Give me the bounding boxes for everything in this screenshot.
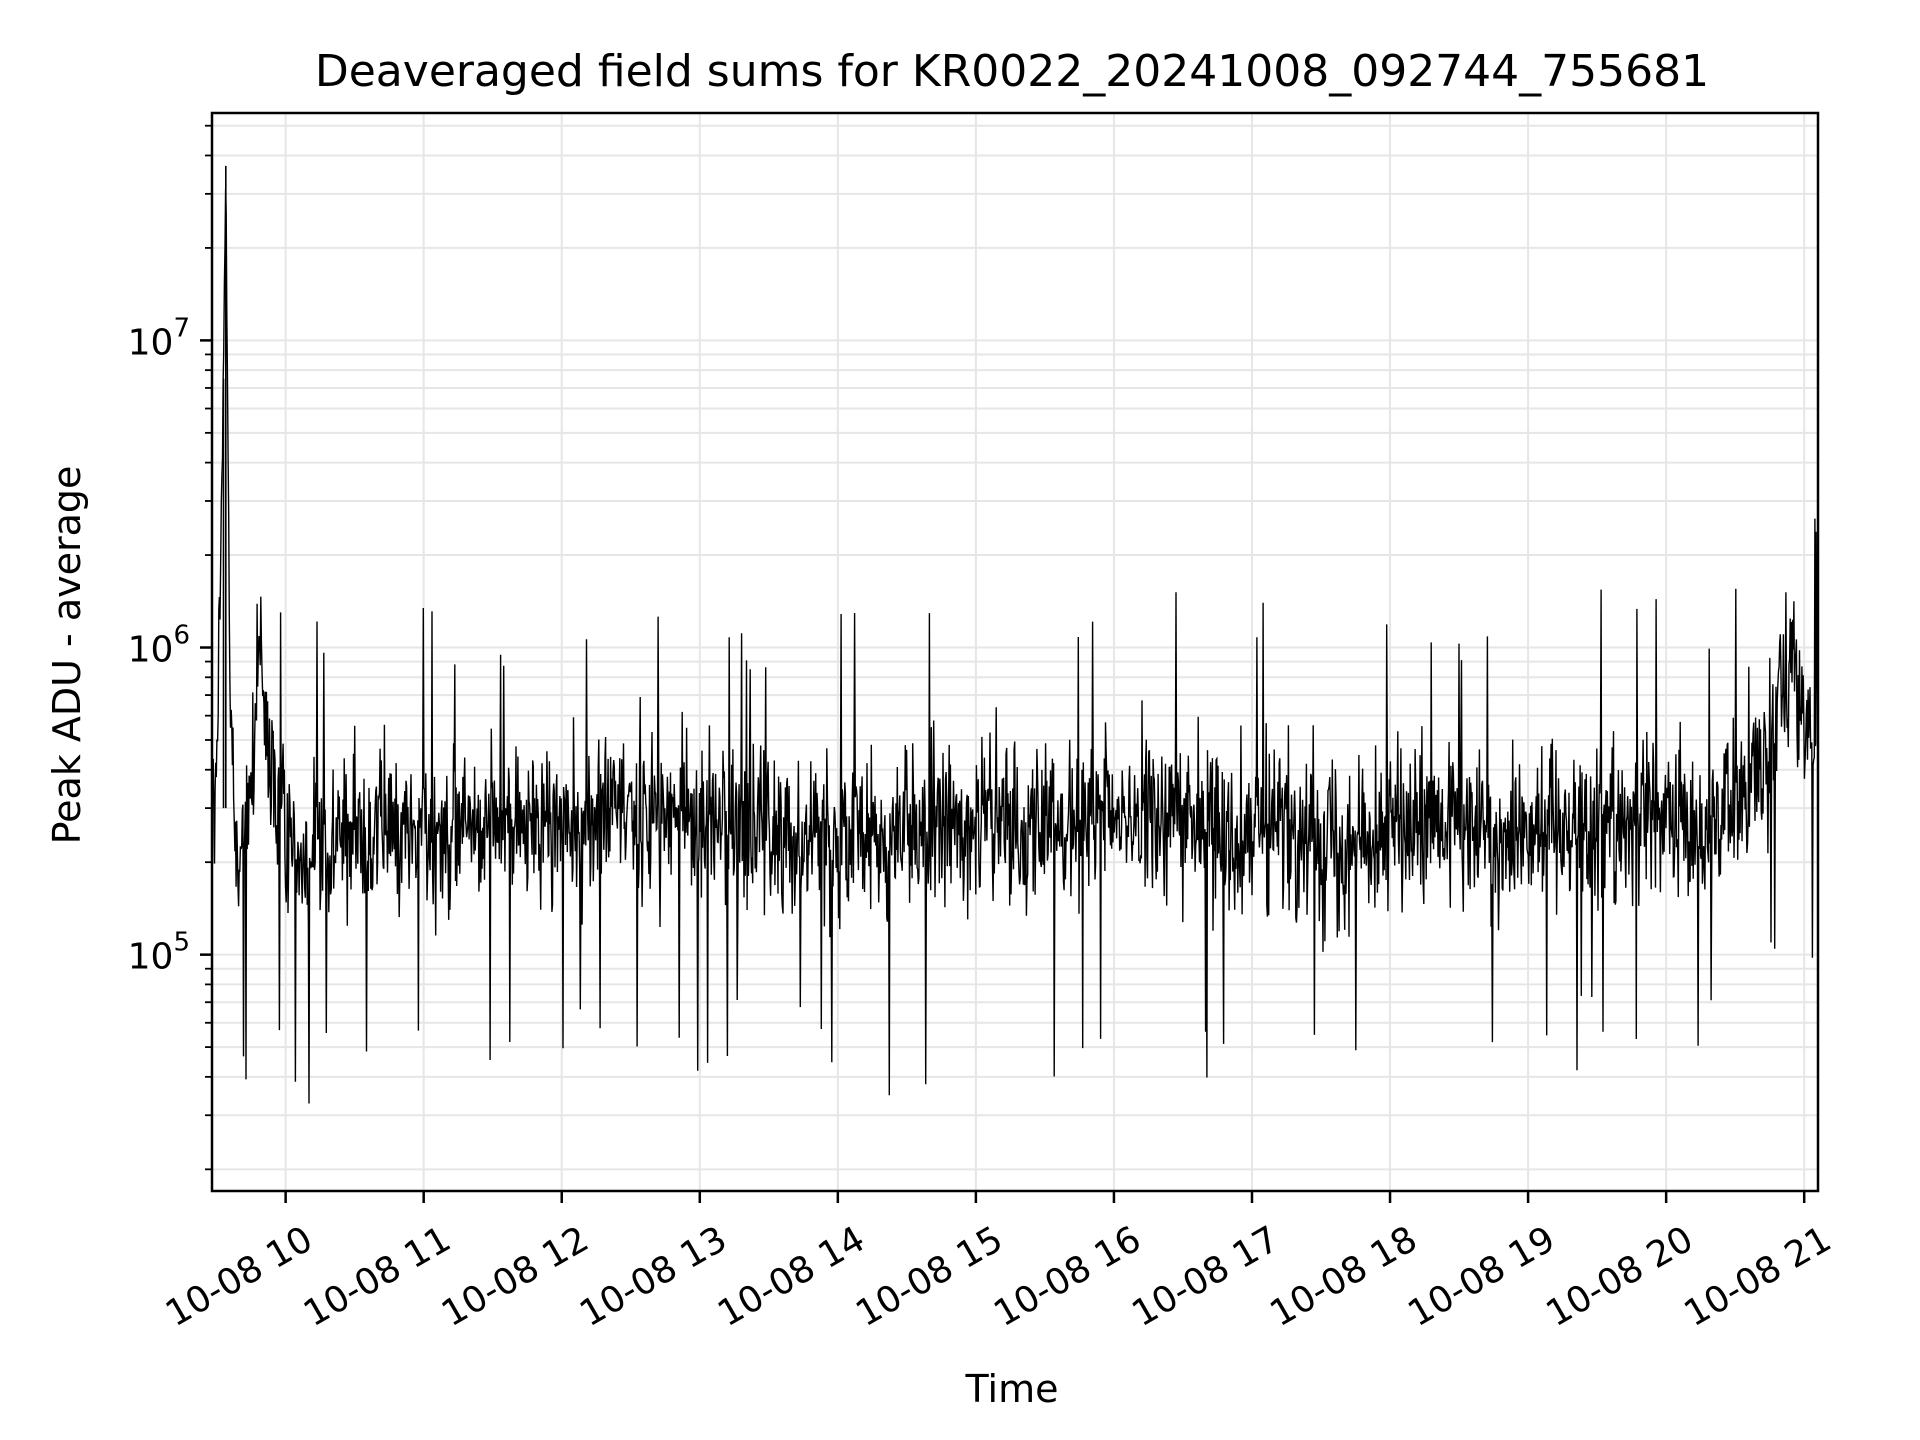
y-tick-label: 106 <box>128 621 190 671</box>
x-tick-label: 10-08 16 <box>987 1219 1148 1335</box>
x-tick-label: 10-08 21 <box>1678 1219 1839 1335</box>
y-axis-label: Peak ADU - average <box>45 466 89 845</box>
grid <box>212 113 1818 1191</box>
x-tick-label: 10-08 15 <box>849 1219 1010 1335</box>
x-tick-label: 10-08 14 <box>711 1219 872 1335</box>
x-tick-label: 10-08 20 <box>1539 1219 1700 1335</box>
x-tick-label: 10-08 12 <box>435 1219 596 1335</box>
x-tick-label: 10-08 13 <box>573 1219 734 1335</box>
y-tick-label: 107 <box>128 313 190 363</box>
x-tick-label: 10-08 18 <box>1263 1219 1424 1335</box>
plot-frame <box>210 111 1820 1193</box>
x-tick-label: 10-08 17 <box>1125 1219 1286 1335</box>
x-tick-label: 10-08 11 <box>297 1219 458 1335</box>
x-tick-label: 10-08 19 <box>1401 1219 1562 1335</box>
series-line <box>211 188 1819 1104</box>
data-trace <box>211 165 1819 1104</box>
x-tick-label: 10-08 10 <box>159 1219 320 1335</box>
y-axis-ticks: 105 106 107 <box>128 124 212 1171</box>
x-axis-label: Time <box>965 1367 1059 1411</box>
y-tick-label: 105 <box>128 928 190 978</box>
chart-title: Deaveraged field sums for KR0022_2024100… <box>315 46 1709 97</box>
